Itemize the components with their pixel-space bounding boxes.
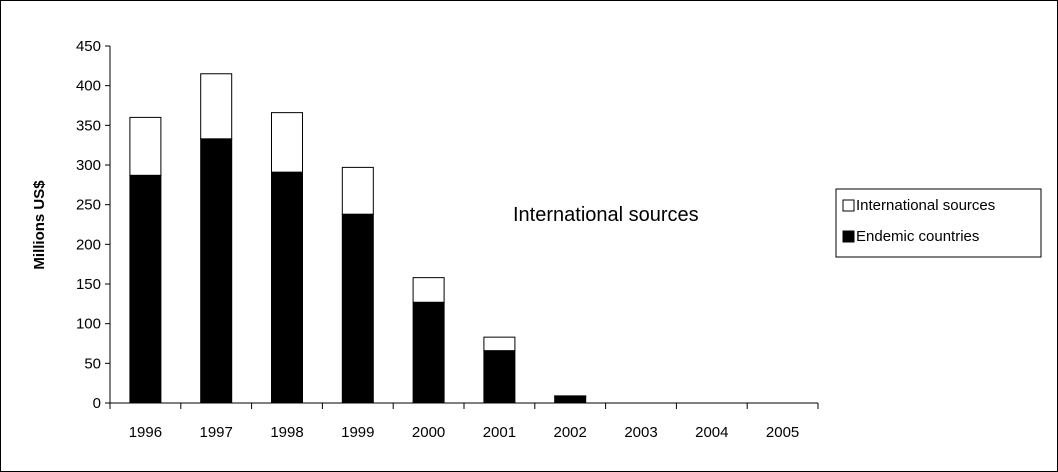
x-tick-label: 1996 [129, 424, 162, 441]
y-axis-label: Millions US$ [31, 180, 48, 270]
x-tick-label: 2000 [412, 424, 445, 441]
legend-label: International sources [856, 197, 995, 214]
y-tick-label: 100 [76, 316, 101, 333]
x-tick-label: 2004 [695, 424, 728, 441]
axes-layer: 0 50 100 150 200 250 300 350 400 450 1996 1997 1998 1… [76, 38, 819, 441]
legend-box [835, 188, 1042, 258]
y-tick-label: 250 [76, 197, 101, 214]
x-tick-label: 2005 [766, 424, 799, 441]
bar-international-2002 [554, 395, 587, 398]
x-tick-label: 2002 [554, 424, 587, 441]
bar-endemic-2002 [554, 396, 587, 404]
bar-endemic-2001 [483, 350, 516, 404]
bar-endemic-1999 [341, 213, 374, 404]
x-tick-label: 1997 [200, 424, 233, 441]
bar-international-1996 [129, 116, 162, 176]
bar-international-1998 [271, 112, 303, 173]
legend-swatch [842, 230, 855, 243]
legend-label: Endemic countries [856, 228, 979, 245]
bar-endemic-2000 [412, 301, 445, 404]
y-tick-label: 150 [76, 276, 101, 293]
y-tick-label: 400 [76, 78, 101, 95]
bar-endemic-1998 [271, 171, 303, 404]
bar-international-2001 [483, 336, 516, 352]
y-tick-label: 300 [76, 157, 101, 174]
x-tick-label: 1999 [341, 424, 374, 441]
bar-international-2000 [412, 277, 445, 303]
y-tick-label: 350 [76, 117, 101, 134]
bar-endemic-1996 [129, 174, 162, 404]
bar-endemic-1997 [200, 138, 233, 404]
x-tick-label: 1998 [270, 424, 303, 441]
y-tick-label: 200 [76, 236, 101, 253]
y-tick-label: 450 [76, 38, 101, 55]
x-tick-label: 2001 [483, 424, 516, 441]
legend: International sources Endemic countries [835, 188, 1042, 258]
bar-international-1999 [341, 166, 374, 215]
x-tick-label: 2003 [624, 424, 657, 441]
y-tick-label: 50 [84, 355, 101, 372]
legend-swatch [842, 199, 855, 212]
y-tick-label: 0 [93, 395, 101, 412]
bar-international-1997 [200, 73, 233, 140]
bars-layer [129, 73, 587, 404]
chart-annotation: International sources [513, 204, 699, 226]
